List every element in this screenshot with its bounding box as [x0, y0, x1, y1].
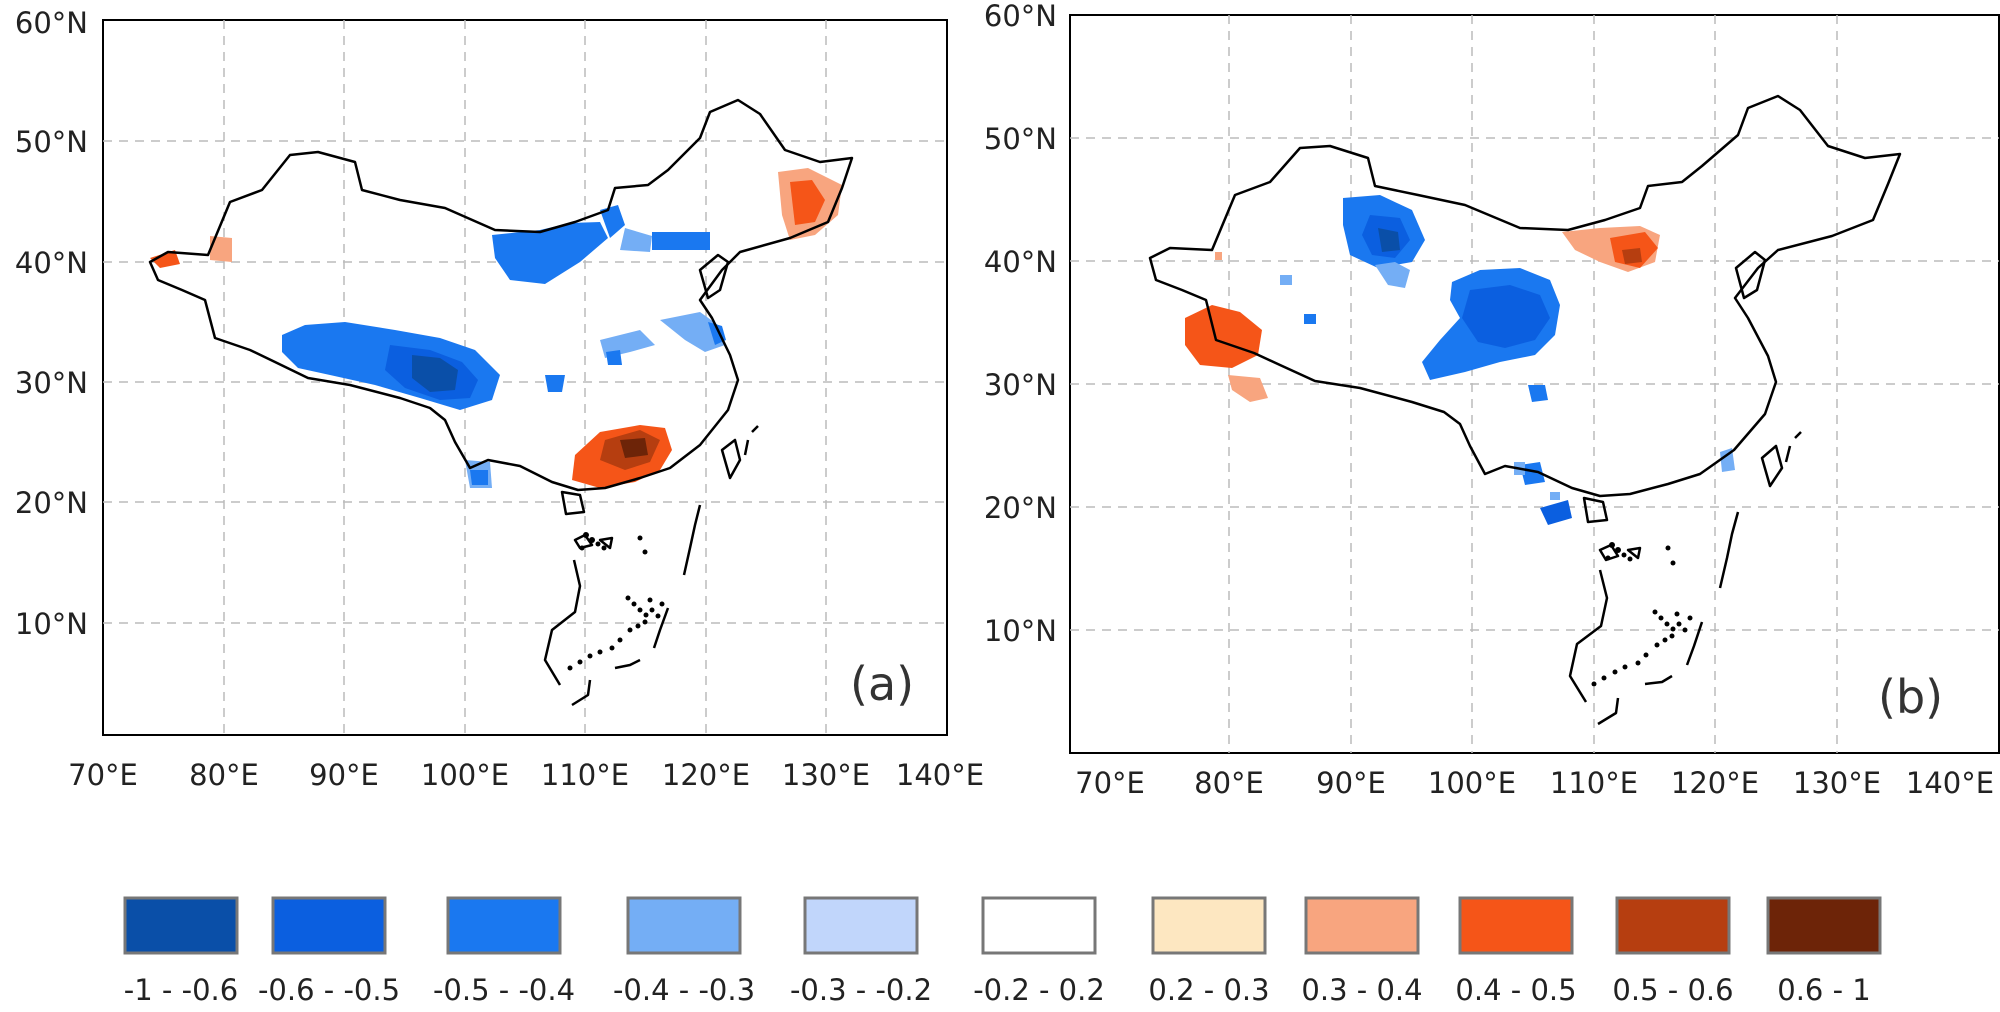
lon-label: 90°E — [309, 758, 379, 792]
lat-label: 30°N — [15, 366, 88, 400]
lon-label: 100°E — [421, 758, 509, 792]
south-china-sea-islands-b — [1591, 542, 1693, 687]
lon-label: 70°E — [1075, 766, 1145, 800]
legend-item: -1 - -0.6 — [123, 896, 239, 1007]
lon-label: 90°E — [1316, 766, 1386, 800]
legend-swatch — [123, 896, 239, 955]
lat-label: 40°N — [15, 246, 88, 280]
legend-label: -0.4 - -0.3 — [613, 973, 755, 1007]
china-outline-b — [1148, 94, 1902, 726]
lon-label: 140°E — [1906, 766, 1994, 800]
lon-label: 110°E — [541, 758, 629, 792]
panel-a-lon-labels: 70°E 80°E 90°E 100°E 110°E 120°E 130°E 1… — [68, 758, 984, 792]
legend-swatch — [1458, 896, 1574, 955]
legend-label: 0.4 - 0.5 — [1455, 973, 1576, 1007]
lat-label: 10°N — [15, 607, 88, 641]
panel-a-patch-north-central — [492, 205, 710, 284]
legend-item: 0.4 - 0.5 — [1455, 896, 1577, 1007]
panel-a-patch-plateau — [282, 322, 565, 410]
panel-b-gridlines — [1070, 15, 1999, 753]
legend-label: 0.6 - 1 — [1777, 973, 1870, 1007]
lat-label: 50°N — [15, 125, 88, 159]
lon-label: 120°E — [662, 758, 750, 792]
legend-swatch — [1304, 896, 1420, 955]
map-panel-b: (b) 60°N 50°N 40°N 30°N 20°N 10°N 70°E 8… — [984, 0, 2000, 800]
legend-label: -0.3 - -0.2 — [790, 973, 932, 1007]
panel-b-label: (b) — [1878, 670, 1943, 724]
legend-label: 0.2 - 0.3 — [1148, 973, 1269, 1007]
legend-label: 0.5 - 0.6 — [1612, 973, 1733, 1007]
panel-a-label: (a) — [850, 657, 914, 711]
lat-label: 20°N — [15, 486, 88, 520]
lon-label: 130°E — [1793, 766, 1881, 800]
panel-b-lon-labels: 70°E 80°E 90°E 100°E 110°E 120°E 130°E 1… — [1075, 766, 1994, 800]
lon-label: 120°E — [1671, 766, 1759, 800]
lat-label: 40°N — [984, 245, 1057, 279]
legend-label: -0.2 - 0.2 — [973, 973, 1105, 1007]
panel-b-patch-north — [1562, 226, 1660, 272]
lon-label: 80°E — [189, 758, 259, 792]
legend-item: -0.6 - -0.5 — [258, 896, 400, 1007]
legend-swatch — [626, 896, 742, 955]
legend-item: -0.4 - -0.3 — [613, 896, 755, 1007]
legend-item: -0.3 - -0.2 — [790, 896, 932, 1007]
legend-item: 0.5 - 0.6 — [1612, 896, 1734, 1007]
legend-swatch — [1615, 896, 1731, 955]
panel-b-lat-labels: 60°N 50°N 40°N 30°N 20°N 10°N — [984, 0, 1057, 648]
legend: -1 - -0.6 -0.6 - -0.5 -0.5 - -0.4 -0.4 -… — [123, 896, 1882, 1007]
legend-item: -0.2 - 0.2 — [973, 896, 1105, 1007]
panel-b-patch-central — [1422, 268, 1560, 402]
lon-label: 70°E — [68, 758, 138, 792]
legend-swatch — [1766, 896, 1882, 955]
panel-b-patch-west — [1185, 252, 1268, 402]
lon-label: 80°E — [1194, 766, 1264, 800]
lat-label: 30°N — [984, 368, 1057, 402]
lat-label: 20°N — [984, 491, 1057, 525]
lat-label: 60°N — [984, 0, 1057, 33]
legend-swatch — [1151, 896, 1267, 955]
south-china-sea-islands-a — [567, 532, 665, 671]
panel-b-patch-northwest — [1280, 195, 1425, 324]
lon-label: 100°E — [1428, 766, 1516, 800]
legend-label: -1 - -0.6 — [124, 973, 238, 1007]
legend-item: -0.5 - -0.4 — [433, 896, 575, 1007]
lon-label: 130°E — [782, 758, 870, 792]
panel-a-frame — [102, 19, 948, 736]
map-panel-a: (a) 60°N 50°N 40°N 30°N 20°N 10°N 70°E 8… — [15, 6, 984, 792]
panel-a-lat-labels: 60°N 50°N 40°N 30°N 20°N 10°N — [15, 6, 88, 641]
panel-b-patch-south — [1514, 448, 1735, 525]
lon-label: 110°E — [1550, 766, 1638, 800]
legend-swatch — [981, 896, 1097, 955]
legend-item: 0.3 - 0.4 — [1301, 896, 1423, 1007]
lat-label: 60°N — [15, 6, 88, 40]
lat-label: 50°N — [984, 122, 1057, 156]
panel-a-patch-west — [150, 236, 232, 268]
lon-label: 140°E — [896, 758, 984, 792]
panel-a-patch-south — [465, 425, 672, 488]
legend-swatch — [803, 896, 919, 955]
china-outline-a — [148, 98, 854, 707]
panel-a-patch-east — [600, 312, 726, 365]
lat-label: 10°N — [984, 614, 1057, 648]
legend-item: 0.6 - 1 — [1766, 896, 1882, 1007]
legend-swatch — [271, 896, 387, 955]
legend-label: 0.3 - 0.4 — [1301, 973, 1422, 1007]
legend-label: -0.6 - -0.5 — [258, 973, 400, 1007]
legend-swatch — [446, 896, 562, 955]
legend-item: 0.2 - 0.3 — [1148, 896, 1270, 1007]
legend-label: -0.5 - -0.4 — [433, 973, 575, 1007]
